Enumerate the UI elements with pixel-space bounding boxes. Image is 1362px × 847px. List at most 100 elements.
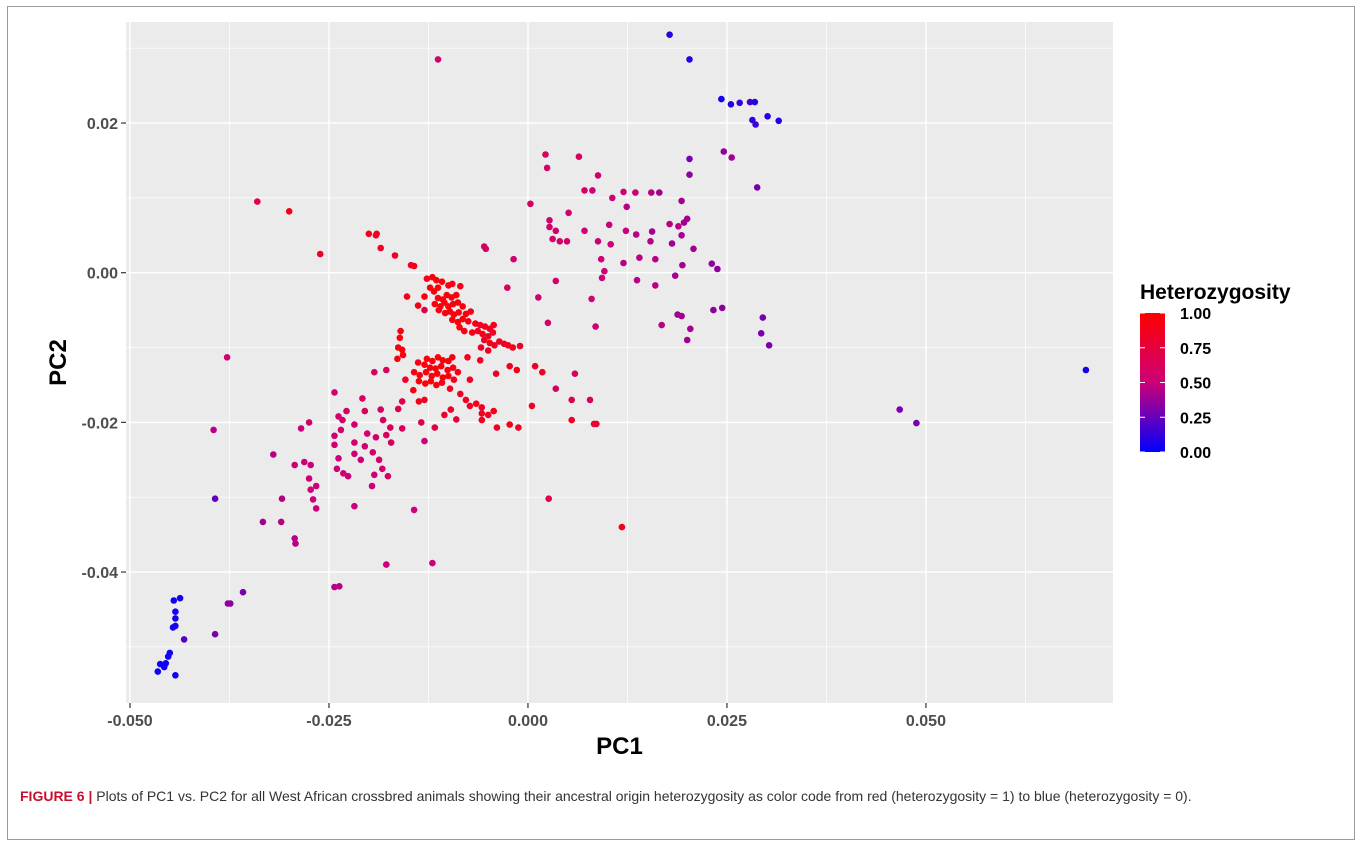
data-point	[592, 323, 599, 330]
data-point	[335, 455, 342, 462]
data-point	[368, 482, 376, 490]
y-tick-label: 0.02	[87, 116, 118, 133]
data-point	[708, 260, 716, 268]
data-point	[291, 535, 299, 542]
data-point	[491, 342, 498, 349]
data-point	[421, 437, 428, 445]
data-point	[490, 407, 498, 415]
data-point	[675, 223, 682, 230]
data-point	[384, 472, 392, 480]
data-point	[484, 411, 492, 419]
data-point	[331, 432, 338, 440]
data-point	[434, 284, 442, 292]
data-point	[757, 330, 765, 337]
data-point	[365, 230, 373, 238]
data-point	[357, 456, 365, 464]
legend-labels: 1.00 0.75 0.50 0.25 0.00	[1140, 306, 1211, 462]
legend-label: 0.75	[1180, 341, 1211, 358]
data-point	[658, 321, 665, 329]
data-point	[531, 362, 539, 370]
data-point	[647, 238, 654, 245]
data-point	[449, 316, 456, 324]
data-point	[429, 357, 436, 365]
data-point	[391, 252, 399, 259]
data-point	[477, 344, 485, 351]
data-point	[462, 396, 470, 404]
data-point	[482, 245, 490, 253]
data-point	[441, 411, 448, 419]
data-point	[371, 471, 378, 479]
data-point	[476, 357, 484, 364]
x-tick-label: 0.025	[707, 713, 747, 730]
data-point	[542, 151, 549, 158]
data-point	[301, 458, 308, 466]
data-point	[516, 342, 524, 350]
data-point	[270, 451, 277, 458]
data-point	[415, 377, 423, 385]
data-point	[359, 395, 366, 402]
y-tick-label: 0.00	[87, 266, 118, 283]
data-point	[509, 344, 517, 351]
data-point	[544, 319, 552, 327]
data-point	[687, 325, 694, 333]
data-point	[172, 622, 179, 630]
data-point	[339, 416, 346, 424]
data-point	[563, 238, 571, 245]
data-point	[439, 357, 447, 364]
data-point	[156, 660, 164, 668]
data-point	[444, 366, 451, 374]
data-point	[571, 370, 579, 378]
data-point	[398, 398, 406, 405]
data-point	[421, 293, 428, 300]
data-point	[679, 261, 686, 269]
data-point	[428, 372, 436, 380]
data-point	[377, 244, 385, 252]
data-point	[291, 461, 299, 469]
data-point	[398, 346, 406, 354]
data-point	[253, 198, 261, 205]
data-point	[543, 164, 551, 172]
data-point	[305, 475, 313, 482]
data-point	[678, 312, 685, 320]
data-point	[453, 291, 460, 299]
data-point	[666, 31, 673, 38]
data-point	[351, 502, 358, 510]
data-point	[422, 380, 429, 387]
data-point	[394, 405, 402, 413]
data-point	[528, 402, 536, 410]
data-point	[387, 424, 394, 431]
data-point	[423, 275, 431, 283]
data-point	[176, 594, 184, 602]
data-point	[414, 302, 422, 309]
data-point	[387, 439, 395, 446]
data-point	[418, 419, 425, 426]
data-point	[656, 189, 663, 196]
data-point	[506, 362, 513, 370]
data-point	[680, 219, 688, 226]
data-point	[652, 255, 659, 263]
data-point	[720, 148, 728, 155]
caption-label: FIGURE 6 |	[20, 788, 93, 804]
data-point	[466, 402, 474, 410]
data-point	[154, 668, 162, 675]
data-point	[351, 421, 358, 428]
data-point	[678, 197, 685, 205]
data-point	[423, 355, 431, 363]
data-point	[609, 194, 616, 202]
x-tick-label: 0.050	[906, 713, 946, 730]
data-point	[593, 420, 600, 428]
data-point	[594, 172, 602, 179]
data-point	[581, 227, 588, 235]
data-point	[714, 265, 721, 273]
data-point	[546, 223, 553, 231]
data-point	[690, 245, 697, 253]
data-point	[588, 295, 595, 303]
data-point	[492, 370, 500, 378]
data-point	[434, 354, 442, 361]
data-point	[421, 361, 428, 369]
data-point	[746, 98, 754, 106]
data-point	[453, 416, 460, 423]
data-point	[438, 379, 446, 387]
data-point	[450, 376, 458, 384]
data-point	[277, 518, 285, 526]
